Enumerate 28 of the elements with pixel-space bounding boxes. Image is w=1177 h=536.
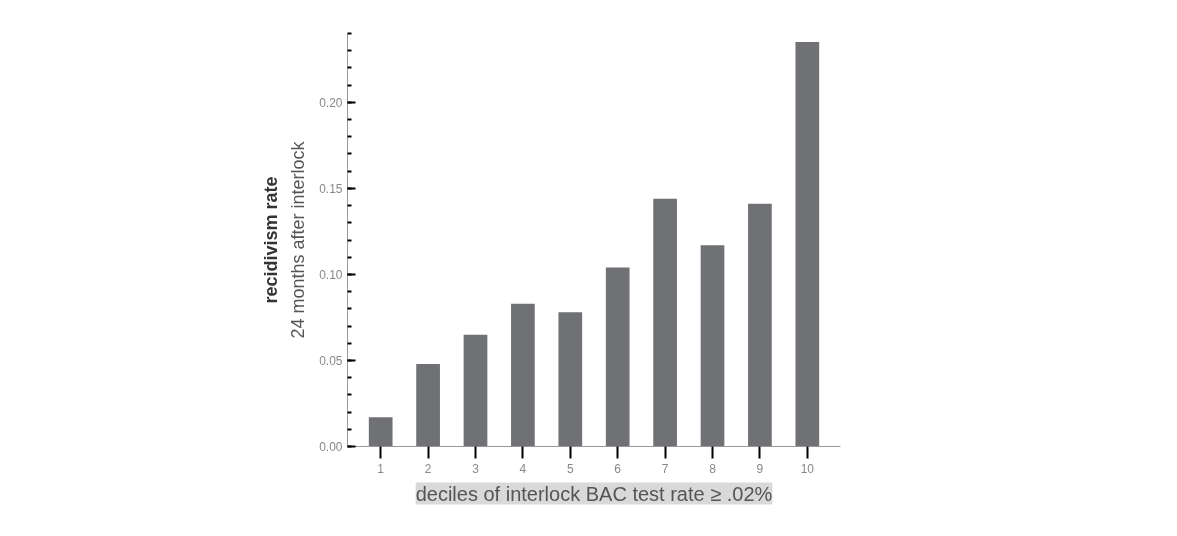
bar [463, 334, 488, 447]
y-tick-label: 0.20 [319, 95, 343, 110]
x-tick-label: 7 [661, 461, 669, 476]
bar [795, 42, 820, 447]
x-tick-label: 4 [519, 461, 527, 476]
bar [700, 245, 725, 447]
bar [653, 198, 677, 447]
y-tick-label: 0.00 [319, 440, 343, 454]
x-tick-label: 10 [800, 461, 815, 476]
x-tick-label: 5 [566, 461, 574, 476]
y-tick-label: 0.10 [319, 267, 343, 282]
x-tick-label: 1 [377, 461, 385, 476]
x-tick-label: 9 [756, 461, 764, 476]
y-axis-title: recidivism rate [260, 176, 281, 304]
y-tick-label: 0.05 [319, 353, 343, 368]
bar [605, 267, 630, 447]
y-tick-label: 0.15 [319, 181, 343, 196]
x-tick-label: 2 [424, 461, 432, 476]
x-tick-label: 8 [709, 461, 717, 476]
text: 24 months after interlock [288, 140, 309, 339]
bar [416, 363, 440, 447]
x-tick-label: 3 [472, 461, 480, 476]
bar [368, 417, 393, 447]
bar [558, 312, 583, 447]
bar [511, 303, 535, 447]
x-tick-label: 6 [614, 461, 622, 476]
x-axis-title: deciles of interlock BAC test rate ≥ .02% [415, 482, 773, 505]
bar [748, 203, 772, 447]
